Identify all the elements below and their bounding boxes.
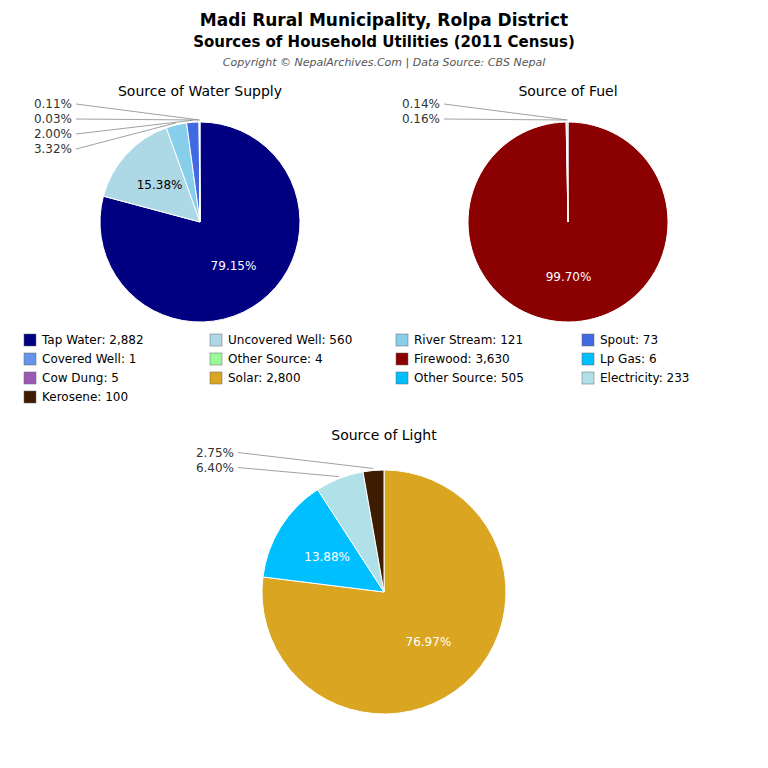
legend-label: Cow Dung: 5 (42, 371, 119, 385)
pie-slice (262, 470, 506, 714)
pie-slice (363, 470, 384, 592)
data-label: 3.32% (34, 142, 72, 156)
legend-label: Lp Gas: 6 (600, 352, 657, 366)
leader-line (238, 453, 373, 469)
pie-slice (468, 122, 668, 322)
pie-title: Source of Fuel (518, 83, 617, 99)
data-label: 2.00% (34, 127, 72, 141)
legend-item: Lp Gas: 6 (582, 352, 657, 366)
legend-swatch (582, 353, 594, 365)
data-label: 15.38% (137, 178, 183, 192)
annotation: Copyright © NepalArchives.Com | Data Sou… (223, 56, 545, 69)
data-label: 0.16% (402, 112, 440, 126)
legend-item: Spout: 73 (582, 333, 658, 347)
leader-line (76, 123, 176, 149)
legend: Tap Water: 2,882 Uncovered Well: 560 River… (24, 333, 690, 404)
pie-slice (187, 122, 200, 222)
pie-slice (199, 122, 201, 222)
legend-swatch (396, 353, 408, 365)
legend-label: Uncovered Well: 560 (228, 333, 352, 347)
data-labels: 76.97% 13.88% 2.75%6.40% (196, 446, 451, 650)
legend-swatch (210, 353, 222, 365)
legend-label: River Stream: 121 (414, 333, 523, 347)
legend-item: Kerosene: 100 (24, 390, 128, 404)
data-label: 76.97% (406, 635, 452, 649)
pie-slice (166, 123, 200, 222)
leader-line (444, 119, 567, 120)
slices (100, 122, 300, 322)
legend-swatch (24, 334, 36, 346)
leader-line (76, 104, 200, 120)
slices (468, 122, 668, 322)
legend-swatch (24, 391, 36, 403)
legend-swatch (210, 334, 222, 346)
pie-slice (567, 122, 569, 222)
legend-label: Covered Well: 1 (42, 352, 136, 366)
legend-item: Cow Dung: 5 (24, 371, 119, 385)
legend-label: Other Source: 505 (414, 371, 524, 385)
legend-item: Uncovered Well: 560 (210, 333, 352, 347)
legend-swatch (582, 334, 594, 346)
slices (262, 470, 506, 714)
legend-swatch (24, 353, 36, 365)
pie-title: Source of Water Supply (118, 83, 282, 99)
legend-label: Other Source: 4 (228, 352, 323, 366)
legend-swatch (582, 372, 594, 384)
pie-chart: Source of Light 76.97% 13.88% 2.75%6.40% (196, 427, 506, 714)
legend-label: Tap Water: 2,882 (41, 333, 144, 347)
legend-swatch (210, 372, 222, 384)
legend-item: Other Source: 4 (210, 352, 323, 366)
title: Madi Rural Municipality, Rolpa District (200, 10, 568, 30)
leader-line (76, 119, 199, 120)
data-label: 99.70% (546, 270, 592, 284)
legend-item: Tap Water: 2,882 (24, 333, 144, 347)
pie-slice (566, 122, 568, 222)
legend-label: Solar: 2,800 (228, 371, 301, 385)
legend-item: Other Source: 505 (396, 371, 524, 385)
pie-slice (100, 122, 300, 322)
legend-swatch (24, 372, 36, 384)
leader-line (76, 120, 193, 134)
legend-label: Firewood: 3,630 (414, 352, 510, 366)
subtitle: Sources of Household Utilities (2011 Cen… (193, 33, 575, 51)
chart-svg: Madi Rural Municipality, Rolpa District S… (0, 0, 768, 768)
leader-line (444, 104, 568, 120)
pie-chart: Source of Water Supply 79.15% 15.38% 0.11%0… (34, 83, 300, 322)
data-label: 13.88% (304, 550, 350, 564)
legend-item: Electricity: 233 (582, 371, 690, 385)
legend-label: Electricity: 233 (600, 371, 690, 385)
data-label: 2.75% (196, 446, 234, 460)
pie-title: Source of Light (331, 427, 437, 443)
legend-item: River Stream: 121 (396, 333, 523, 347)
legend-item: Solar: 2,800 (210, 371, 301, 385)
legend-swatch (396, 334, 408, 346)
leader-line (238, 468, 339, 477)
data-label: 0.14% (402, 97, 440, 111)
legend-label: Spout: 73 (600, 333, 658, 347)
legend-swatch (396, 372, 408, 384)
legend-item: Firewood: 3,630 (396, 352, 510, 366)
data-label: 0.03% (34, 112, 72, 126)
data-label: 6.40% (196, 461, 234, 475)
data-label: 79.15% (211, 259, 257, 273)
data-labels: 99.70% 0.14%0.16% (402, 97, 592, 284)
pie-slice (199, 122, 201, 222)
chart-container: Madi Rural Municipality, Rolpa District S… (0, 0, 768, 768)
legend-item: Covered Well: 1 (24, 352, 136, 366)
data-labels: 79.15% 15.38% 0.11%0.03%2.00%3.32% (34, 97, 257, 273)
pie-chart: Source of Fuel 99.70% 0.14%0.16% (402, 83, 668, 322)
legend-label: Kerosene: 100 (42, 390, 128, 404)
data-label: 0.11% (34, 97, 72, 111)
